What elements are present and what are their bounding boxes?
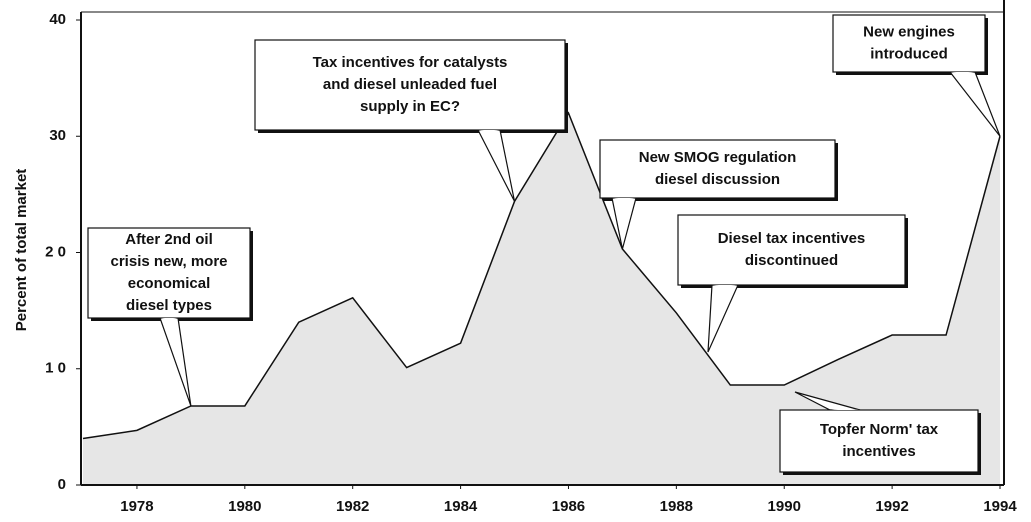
annotation-box: [87, 227, 251, 319]
annotation-text: introduced: [870, 45, 948, 62]
annotation-pointer-join: [951, 72, 974, 74]
annotation-pointer-join: [831, 408, 859, 410]
annotation-pointer-join: [613, 198, 635, 200]
x-tick-label: 1978: [120, 498, 153, 515]
y-axis-label: Percent of total market: [13, 169, 30, 332]
y-tick-label: 40: [49, 11, 66, 28]
annotation-pointer-join: [479, 130, 499, 132]
annotation-pointer-join: [713, 285, 737, 287]
x-tick-label: 1980: [228, 498, 261, 515]
x-tick-label: 1992: [875, 498, 908, 515]
annotation-text: economical: [128, 275, 211, 292]
x-tick-label: 1986: [552, 498, 585, 515]
x-tick-label: 1994: [983, 498, 1017, 515]
annotation-box: [677, 214, 906, 286]
annotation-box: [599, 139, 836, 199]
annotation-text: diesel types: [126, 297, 212, 314]
annotation-text: discontinued: [745, 252, 838, 269]
x-tick-label: 1990: [768, 498, 801, 515]
annotation-text: New SMOG regulation: [639, 149, 797, 166]
annotation-pointer: [477, 129, 516, 202]
y-tick-label: 1 0: [45, 360, 66, 377]
annotation-box: [779, 409, 979, 473]
x-tick-label: 1982: [336, 498, 369, 515]
annotation-text: Diesel tax incentives: [718, 230, 866, 247]
y-tick-label: 2 0: [45, 243, 66, 260]
annotation-text: After 2nd oil: [125, 231, 213, 248]
y-tick-label: 0: [58, 476, 66, 493]
annotation-text: Topfer Norm' tax: [820, 421, 939, 438]
annotation-pointer-join: [161, 318, 177, 320]
annotation-text: incentives: [842, 443, 915, 460]
x-tick-label: 1988: [660, 498, 693, 515]
annotation-text: and diesel unleaded fuel: [323, 76, 497, 93]
annotation-text: supply in EC?: [360, 98, 460, 115]
annotation-text: crisis new, more: [111, 253, 228, 270]
annotation-pointer: [159, 317, 192, 407]
annotation-pointer: [948, 71, 1001, 137]
area: [83, 113, 1000, 485]
line: [82, 111, 1001, 440]
annotation-box: [254, 39, 566, 131]
annotation-text: diesel discussion: [655, 171, 780, 188]
x-tick-label: 1984: [444, 498, 478, 515]
annotation-box: [832, 14, 986, 73]
annotation-text: New engines: [863, 23, 955, 40]
annotation-pointer: [707, 284, 739, 353]
y-tick-label: 30: [49, 127, 66, 144]
annotation-text: Tax incentives for catalysts: [313, 54, 508, 71]
